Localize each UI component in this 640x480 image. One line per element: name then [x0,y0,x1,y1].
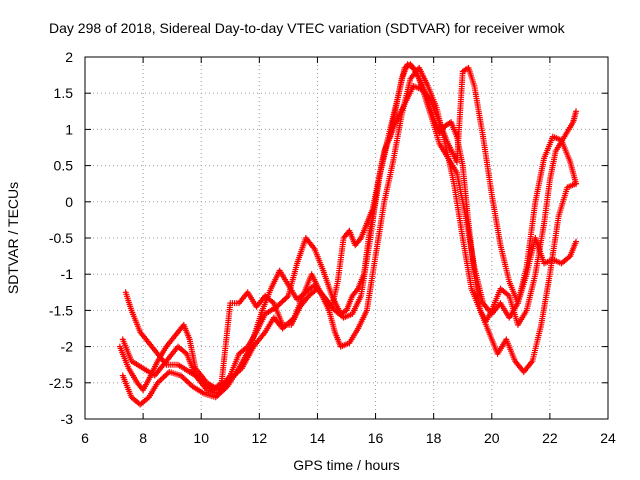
x-tick-label: 22 [542,430,558,446]
y-tick-label: 1 [65,121,73,137]
chart-title: Day 298 of 2018, Sidereal Day-to-day VTE… [49,20,566,36]
x-tick-label: 10 [193,430,209,446]
x-tick-label: 8 [139,430,147,446]
y-tick-label: 0 [65,194,73,210]
y-tick-label: -2 [61,339,74,355]
x-tick-label: 20 [484,430,500,446]
x-tick-label: 14 [310,430,326,446]
data-point [573,180,580,187]
plot-frame [84,56,609,420]
y-tick-label: 0.5 [54,158,74,174]
x-tick-label: 6 [81,430,89,446]
y-tick-label: 1.5 [54,85,74,101]
data-point [573,108,580,115]
ticks: 6 8 10 12 14 16 18 20 22 24-3-2.5-2-1.5-1-0.500.5… [49,49,616,446]
y-axis-title: SDTVAR / TECUs [5,182,21,294]
data-point [573,238,580,245]
x-tick-label: 16 [368,430,384,446]
y-tick-label: -2.5 [49,375,73,391]
y-tick-label: 2 [65,49,73,65]
y-tick-label: -1.5 [49,302,73,318]
y-tick-label: -1 [61,266,74,282]
data-points [116,61,580,408]
y-tick-label: -3 [61,411,74,427]
y-tick-label: -0.5 [49,230,73,246]
series-4 [122,64,580,394]
x-axis-title: GPS time / hours [293,457,400,473]
x-tick-label: 12 [252,430,268,446]
x-tick-label: 24 [600,430,616,446]
x-tick-label: 18 [426,430,442,446]
